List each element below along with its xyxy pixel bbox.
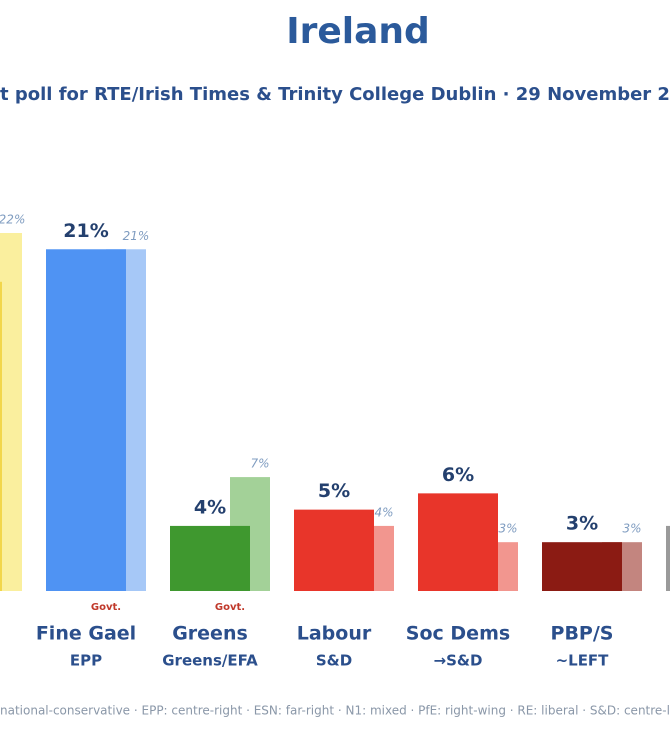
value-label: 21% — [63, 220, 108, 242]
value-label: 5% — [318, 480, 350, 502]
previous-bar — [0, 233, 22, 591]
bar — [418, 493, 498, 591]
chart-title: Ireland — [286, 11, 430, 52]
previous-label: 21% — [123, 229, 150, 243]
previous-label: 22% — [0, 213, 25, 227]
bar — [170, 525, 250, 591]
group-label: Greens/EFA — [162, 652, 258, 670]
category-label: Soc Dems — [406, 623, 510, 645]
govt-tag: Govt. — [215, 602, 245, 613]
group-label: S&D — [316, 652, 352, 670]
previous-label: 4% — [374, 505, 393, 519]
category-label: Greens — [172, 623, 248, 645]
category-label: Labour — [297, 623, 372, 645]
footer: national-conservative · EPP: centre-righ… — [0, 704, 670, 718]
bar — [294, 509, 374, 591]
bar — [666, 525, 670, 591]
group-label: →S&D — [434, 652, 483, 670]
value-label: 4% — [194, 496, 226, 518]
previous-label: 3% — [622, 522, 641, 536]
value-label: 6% — [442, 464, 474, 486]
bar — [46, 249, 126, 592]
previous-label: 7% — [250, 457, 269, 471]
category-label: PBP/S — [551, 623, 614, 645]
bar — [542, 542, 622, 591]
category-label: Fine Gael — [36, 623, 136, 645]
govt-tag: Govt. — [91, 602, 121, 613]
value-label: 3% — [566, 513, 598, 535]
group-label: ~LEFT — [556, 652, 610, 670]
previous-label: 3% — [498, 522, 517, 536]
bar — [0, 281, 2, 591]
chart-subtitle: t poll for RTE/Irish Times & Trinity Col… — [0, 84, 670, 105]
group-label: EPP — [70, 652, 102, 670]
